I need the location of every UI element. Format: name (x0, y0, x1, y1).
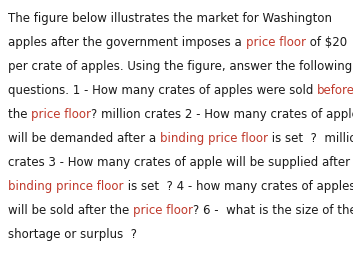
Text: ? million crates 2 - How many crates of apples: ? million crates 2 - How many crates of … (91, 108, 353, 121)
Text: will be sold after the: will be sold after the (8, 204, 133, 217)
Text: price floor: price floor (31, 108, 91, 121)
Text: the: the (8, 108, 31, 121)
Text: ? 6 -  what is the size of the: ? 6 - what is the size of the (193, 204, 353, 217)
Text: is set  ? 4 - how many crates of apples: is set ? 4 - how many crates of apples (124, 180, 353, 193)
Text: shortage or surplus  ?: shortage or surplus ? (8, 228, 137, 241)
Text: binding prince floor: binding prince floor (8, 180, 124, 193)
Text: price floor: price floor (133, 204, 193, 217)
Text: price floor: price floor (245, 36, 305, 49)
Text: of $20: of $20 (305, 36, 347, 49)
Text: questions. 1 - How many crates of apples were sold: questions. 1 - How many crates of apples… (8, 84, 317, 97)
Text: is set  ?  million: is set ? million (268, 132, 353, 145)
Text: apples after the government imposes a: apples after the government imposes a (8, 36, 245, 49)
Text: crates 3 - How many crates of apple will be supplied after a: crates 3 - How many crates of apple will… (8, 156, 353, 169)
Text: binding price floor: binding price floor (160, 132, 268, 145)
Text: will be demanded after a: will be demanded after a (8, 132, 160, 145)
Text: per crate of apples. Using the figure, answer the following: per crate of apples. Using the figure, a… (8, 60, 352, 73)
Text: The figure below illustrates the market for Washington: The figure below illustrates the market … (8, 12, 332, 25)
Text: before: before (317, 84, 353, 97)
